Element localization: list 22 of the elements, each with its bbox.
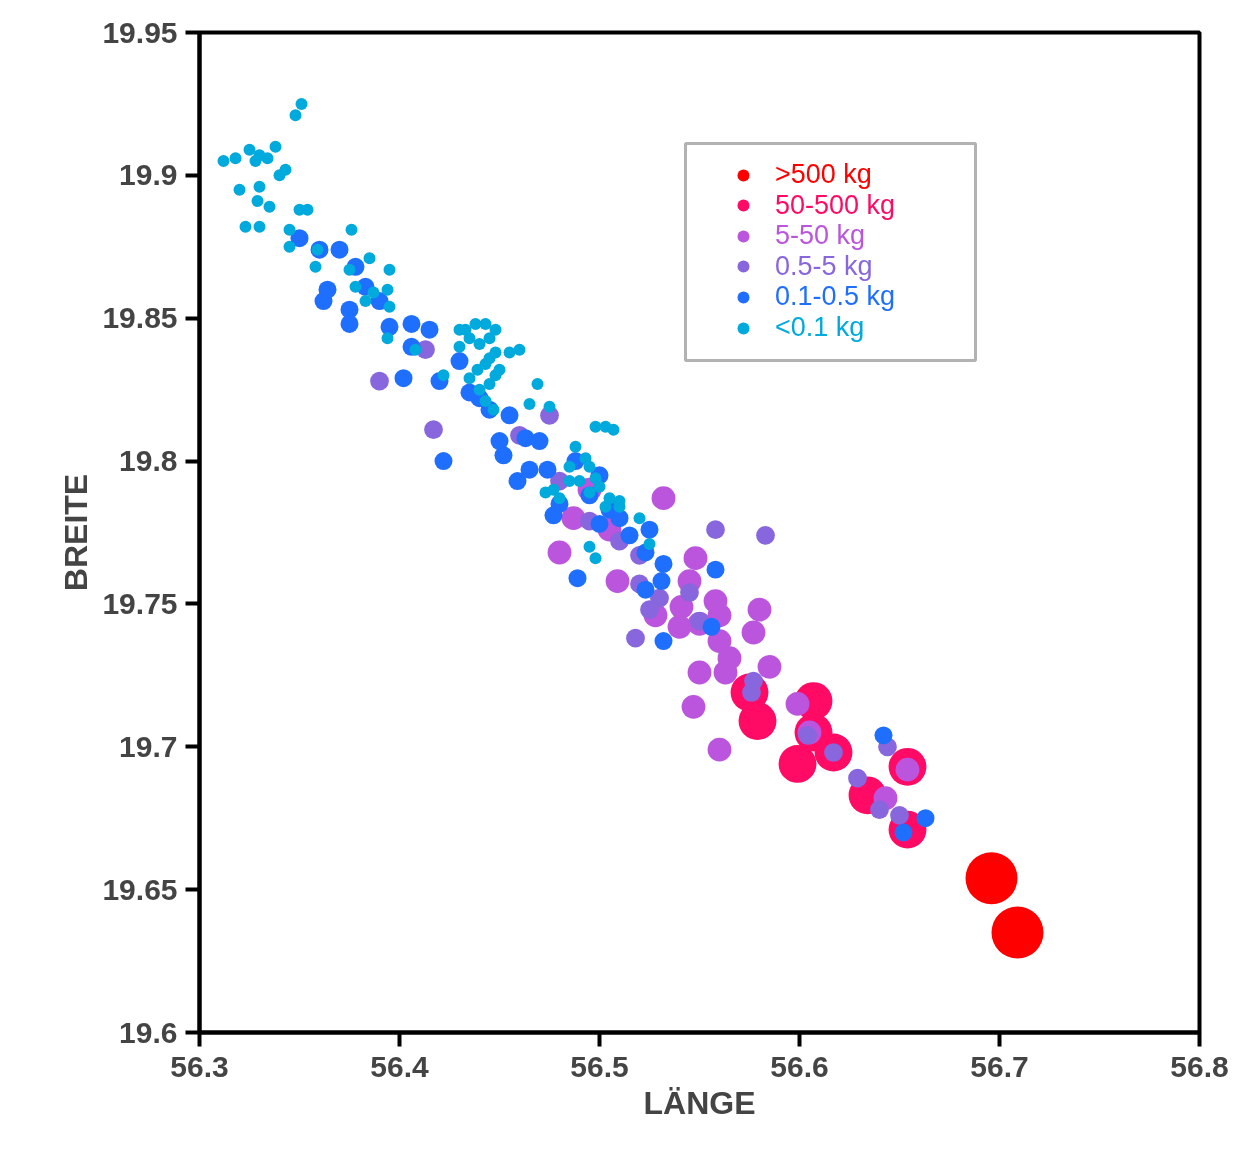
y-tick-label: 19.75 (102, 586, 178, 620)
x-axis-title: LÄNGE (643, 1084, 756, 1121)
y-tick-label: 19.8 (119, 444, 178, 478)
y-tick-label: 19.6 (119, 1015, 178, 1049)
legend-label: 0.5-5 kg (775, 250, 873, 282)
y-axis-title: BREITE (58, 473, 95, 592)
legend-label: 0.1-0.5 kg (775, 281, 896, 313)
y-tick-label: 19.9 (119, 158, 178, 192)
y-tick-label: 19.65 (102, 872, 178, 906)
y-tick-label: 19.95 (102, 15, 178, 49)
x-tick-label: 56.5 (570, 1049, 629, 1083)
legend-label: 5-50 kg (775, 220, 866, 252)
y-tick-label: 19.85 (102, 301, 178, 335)
x-tick-label: 56.6 (770, 1049, 829, 1083)
legend-label: >500 kg (775, 159, 872, 190)
y-tick-label: 19.7 (119, 729, 178, 763)
legend-label: 50-500 kg (775, 189, 896, 221)
x-tick-label: 56.4 (370, 1049, 430, 1083)
x-tick-label: 56.3 (170, 1049, 229, 1083)
x-tick-label: 56.7 (970, 1049, 1029, 1083)
x-tick-label: 56.8 (1170, 1049, 1229, 1083)
legend-label: <0.1 kg (775, 312, 865, 343)
